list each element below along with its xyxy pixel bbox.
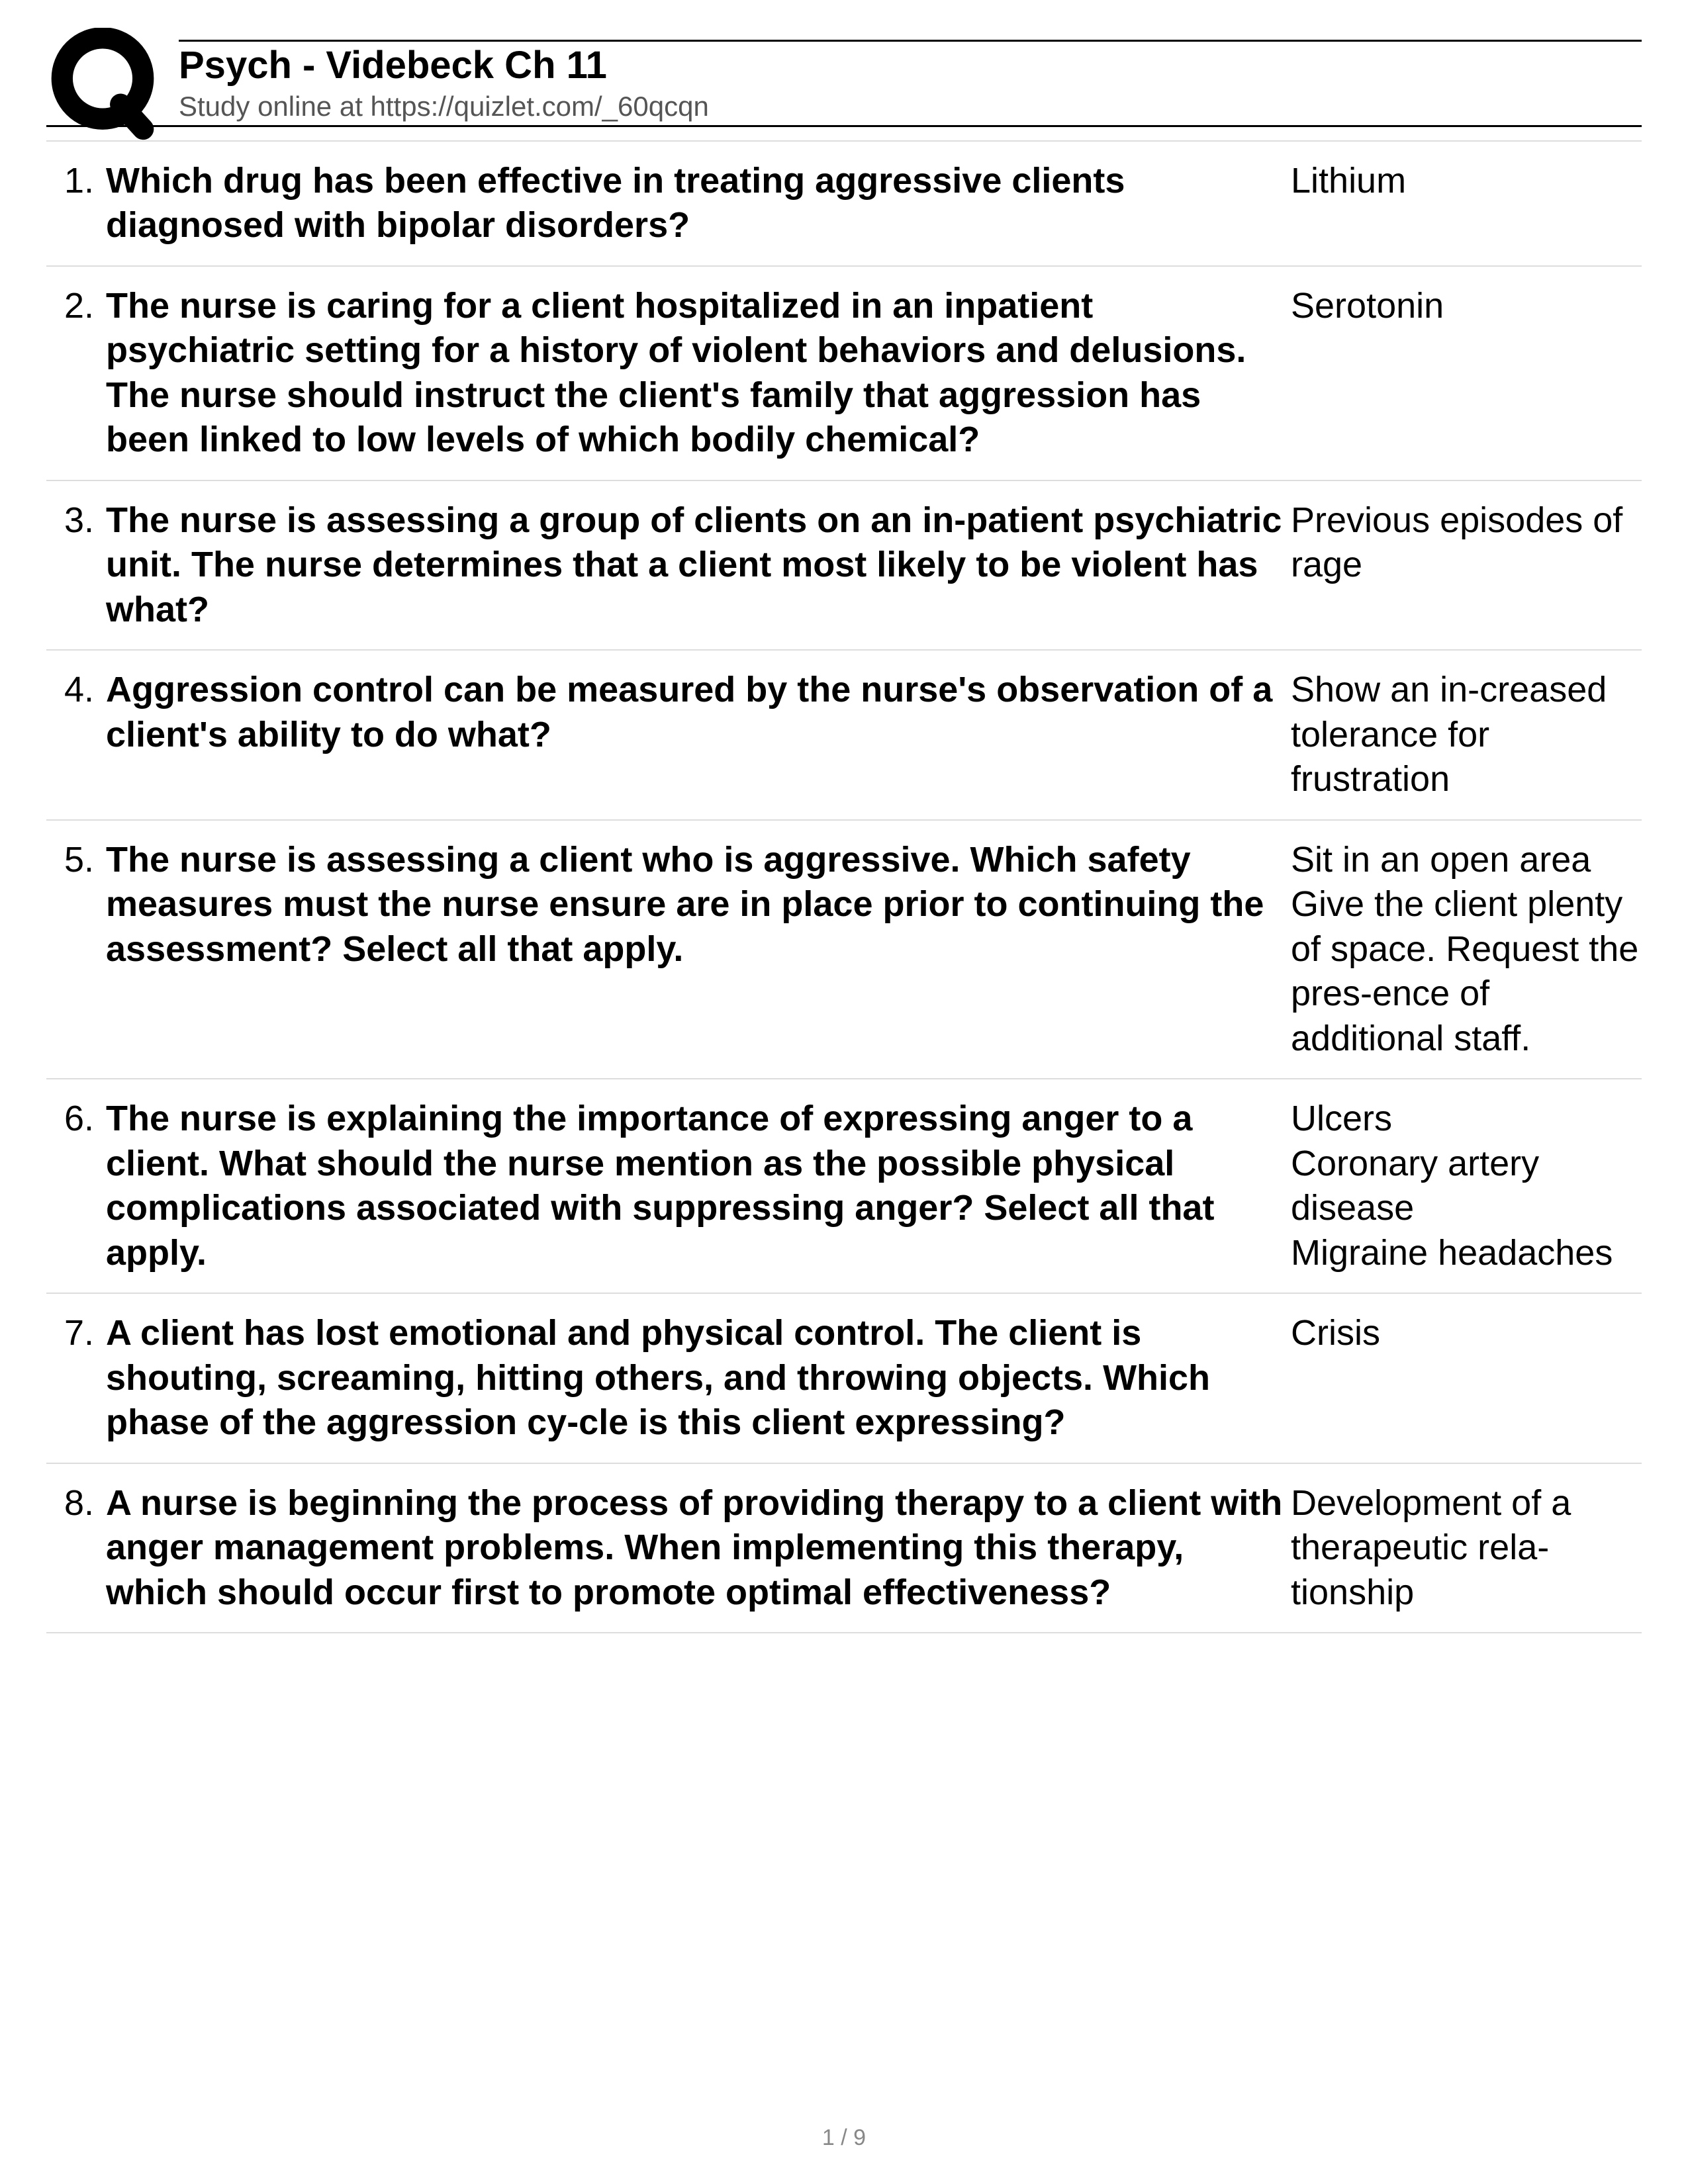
answer-text: Lithium bbox=[1291, 159, 1642, 204]
page-subtitle: Study online at https://quizlet.com/_60q… bbox=[179, 91, 1642, 122]
row-number: 6. bbox=[46, 1097, 106, 1142]
question-text: The nurse is assessing a group of client… bbox=[106, 498, 1291, 633]
row-number: 2. bbox=[46, 284, 106, 329]
flashcard-row: 5.The nurse is assessing a client who is… bbox=[46, 821, 1642, 1080]
flashcard-row: 7.A client has lost emotional and physic… bbox=[46, 1294, 1642, 1464]
row-number: 1. bbox=[46, 159, 106, 204]
question-text: The nurse is assessing a client who is a… bbox=[106, 838, 1291, 972]
quizlet-logo-icon bbox=[46, 28, 159, 140]
question-text: A client has lost emotional and physical… bbox=[106, 1311, 1291, 1445]
header: Psych - Videbeck Ch 11 Study online at h… bbox=[46, 40, 1642, 127]
row-number: 8. bbox=[46, 1481, 106, 1526]
row-number: 5. bbox=[46, 838, 106, 883]
question-text: Which drug has been effective in treatin… bbox=[106, 159, 1291, 248]
flashcard-list: 1.Which drug has been effective in treat… bbox=[46, 140, 1642, 1634]
question-text: A nurse is beginning the process of prov… bbox=[106, 1481, 1291, 1615]
flashcard-row: 4.Aggression control can be measured by … bbox=[46, 651, 1642, 821]
answer-text: Sit in an open area Give the client plen… bbox=[1291, 838, 1642, 1062]
question-text: The nurse is explaining the importance o… bbox=[106, 1097, 1291, 1275]
flashcard-row: 2.The nurse is caring for a client hospi… bbox=[46, 267, 1642, 481]
answer-text: Ulcers Coronary artery disease Migraine … bbox=[1291, 1097, 1642, 1275]
page-footer: 1 / 9 bbox=[0, 2125, 1688, 2151]
flashcard-row: 8.A nurse is beginning the process of pr… bbox=[46, 1464, 1642, 1634]
answer-text: Development of a therapeutic rela-tionsh… bbox=[1291, 1481, 1642, 1615]
flashcard-row: 3.The nurse is assessing a group of clie… bbox=[46, 481, 1642, 651]
row-number: 3. bbox=[46, 498, 106, 543]
answer-text: Serotonin bbox=[1291, 284, 1642, 329]
answer-text: Show an in-creased tolerance for frustra… bbox=[1291, 668, 1642, 802]
answer-text: Previous episodes of rage bbox=[1291, 498, 1642, 588]
header-text: Psych - Videbeck Ch 11 Study online at h… bbox=[179, 40, 1642, 122]
answer-text: Crisis bbox=[1291, 1311, 1642, 1356]
flashcard-row: 6.The nurse is explaining the importance… bbox=[46, 1079, 1642, 1294]
flashcard-row: 1.Which drug has been effective in treat… bbox=[46, 140, 1642, 267]
question-text: The nurse is caring for a client hospita… bbox=[106, 284, 1291, 463]
question-text: Aggression control can be measured by th… bbox=[106, 668, 1291, 757]
row-number: 4. bbox=[46, 668, 106, 713]
page-title: Psych - Videbeck Ch 11 bbox=[179, 42, 1642, 87]
row-number: 7. bbox=[46, 1311, 106, 1356]
